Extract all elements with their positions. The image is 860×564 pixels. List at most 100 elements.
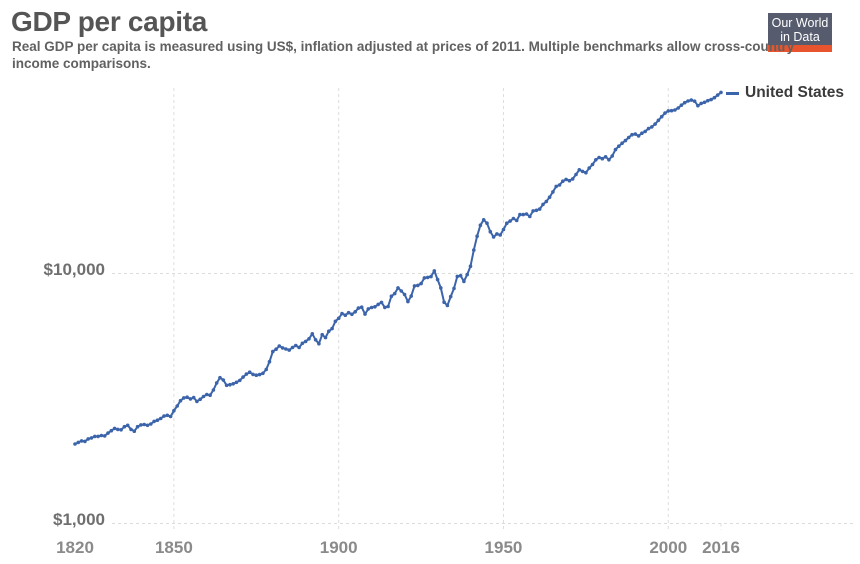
data-point-marker (561, 179, 565, 183)
data-point-marker (83, 439, 87, 444)
data-point-marker (79, 439, 84, 443)
data-point-marker (689, 98, 694, 102)
data-point-marker (379, 300, 384, 305)
data-point-marker (663, 111, 667, 115)
data-point-marker (145, 423, 150, 428)
owid-logo-line1: Our World (771, 16, 829, 30)
chart-subtitle: Real GDP per capita is measured using US… (12, 39, 795, 71)
data-point-marker (521, 212, 525, 217)
data-point-marker (172, 408, 176, 413)
data-point-marker (508, 219, 512, 223)
data-point-marker (626, 135, 631, 140)
data-point-marker (597, 155, 601, 160)
data-point-marker (102, 434, 107, 438)
data-point-marker (445, 303, 450, 308)
data-point-marker (455, 274, 460, 279)
data-point-marker (570, 177, 575, 181)
data-point-marker (425, 275, 430, 280)
data-point-marker (646, 126, 651, 131)
data-point-marker (607, 158, 611, 162)
data-point-marker (106, 431, 110, 435)
data-point-marker (682, 100, 687, 105)
data-point-marker (396, 286, 400, 290)
data-point-marker (702, 100, 707, 105)
data-point-marker (630, 132, 634, 137)
data-point-marker (211, 388, 216, 392)
data-point-marker (247, 370, 252, 375)
data-point-marker (369, 305, 374, 310)
data-point-marker (267, 359, 272, 364)
data-point-marker (205, 392, 209, 397)
data-point-marker (498, 233, 503, 237)
data-point-marker (537, 207, 542, 211)
data-point-marker (448, 294, 453, 299)
data-point-marker (402, 292, 407, 297)
data-point-marker (313, 338, 318, 342)
data-point-marker (603, 155, 608, 159)
data-point-marker (383, 305, 387, 310)
owid-logo[interactable]: Our World in Data (768, 13, 832, 45)
data-point-marker (284, 347, 288, 351)
data-point-marker (676, 106, 680, 110)
data-point-marker (112, 426, 117, 431)
page-title: GDP per capita (11, 6, 208, 37)
data-point-marker (439, 286, 443, 290)
data-point-marker (567, 178, 572, 183)
data-point-marker (238, 378, 242, 383)
data-point-marker (465, 272, 470, 277)
data-point-marker (228, 382, 232, 387)
data-point-marker (323, 335, 328, 340)
data-point-marker (297, 345, 301, 350)
data-point-marker (356, 306, 361, 310)
data-point-marker (422, 276, 427, 280)
data-point-marker (280, 346, 285, 350)
data-point-marker (330, 326, 334, 331)
data-point-marker (290, 345, 295, 350)
data-point-marker (376, 302, 381, 307)
data-point-marker (643, 129, 647, 134)
data-point-marker (600, 156, 605, 161)
x-axis-tick-label: 1950 (484, 538, 523, 557)
legend-united-states[interactable]: United States (726, 84, 844, 102)
data-point-marker (93, 434, 97, 439)
data-point-marker (511, 216, 516, 221)
data-point-marker (462, 279, 466, 284)
gdp-line[interactable] (74, 91, 722, 445)
data-point-marker (564, 177, 568, 182)
data-point-marker (277, 344, 282, 348)
data-point-marker (392, 291, 397, 296)
data-point-marker (317, 341, 321, 346)
data-point-marker (574, 172, 578, 177)
legend-line-swatch (726, 91, 739, 95)
data-point-marker (155, 418, 160, 423)
data-point-marker (320, 332, 325, 337)
data-point-marker (76, 440, 81, 445)
data-point-marker (254, 373, 259, 378)
data-point-marker (650, 125, 654, 129)
data-point-marker (518, 212, 522, 217)
data-point-marker (214, 381, 219, 385)
data-point-marker (409, 294, 414, 298)
data-point-marker (175, 404, 179, 408)
x-axis-tick-label: 1900 (319, 538, 358, 557)
data-point-marker (89, 436, 94, 440)
data-point-marker (346, 310, 351, 315)
data-point-marker (303, 339, 308, 344)
data-point-marker (613, 147, 618, 152)
data-point-marker (669, 108, 674, 113)
data-point-marker (99, 433, 104, 438)
data-point-marker (241, 375, 245, 379)
data-point-marker (452, 286, 456, 291)
data-point-marker (577, 168, 582, 172)
data-point-marker (544, 199, 549, 204)
series-united-states[interactable] (73, 90, 723, 446)
data-point-marker (442, 300, 446, 305)
data-point-marker (715, 93, 720, 97)
data-point-marker (221, 378, 226, 382)
x-axis-tick-label: 2000 (649, 538, 688, 557)
data-point-marker (129, 427, 133, 432)
data-point-marker (333, 319, 338, 324)
data-point-marker (201, 394, 206, 399)
data-point-marker (653, 122, 657, 126)
